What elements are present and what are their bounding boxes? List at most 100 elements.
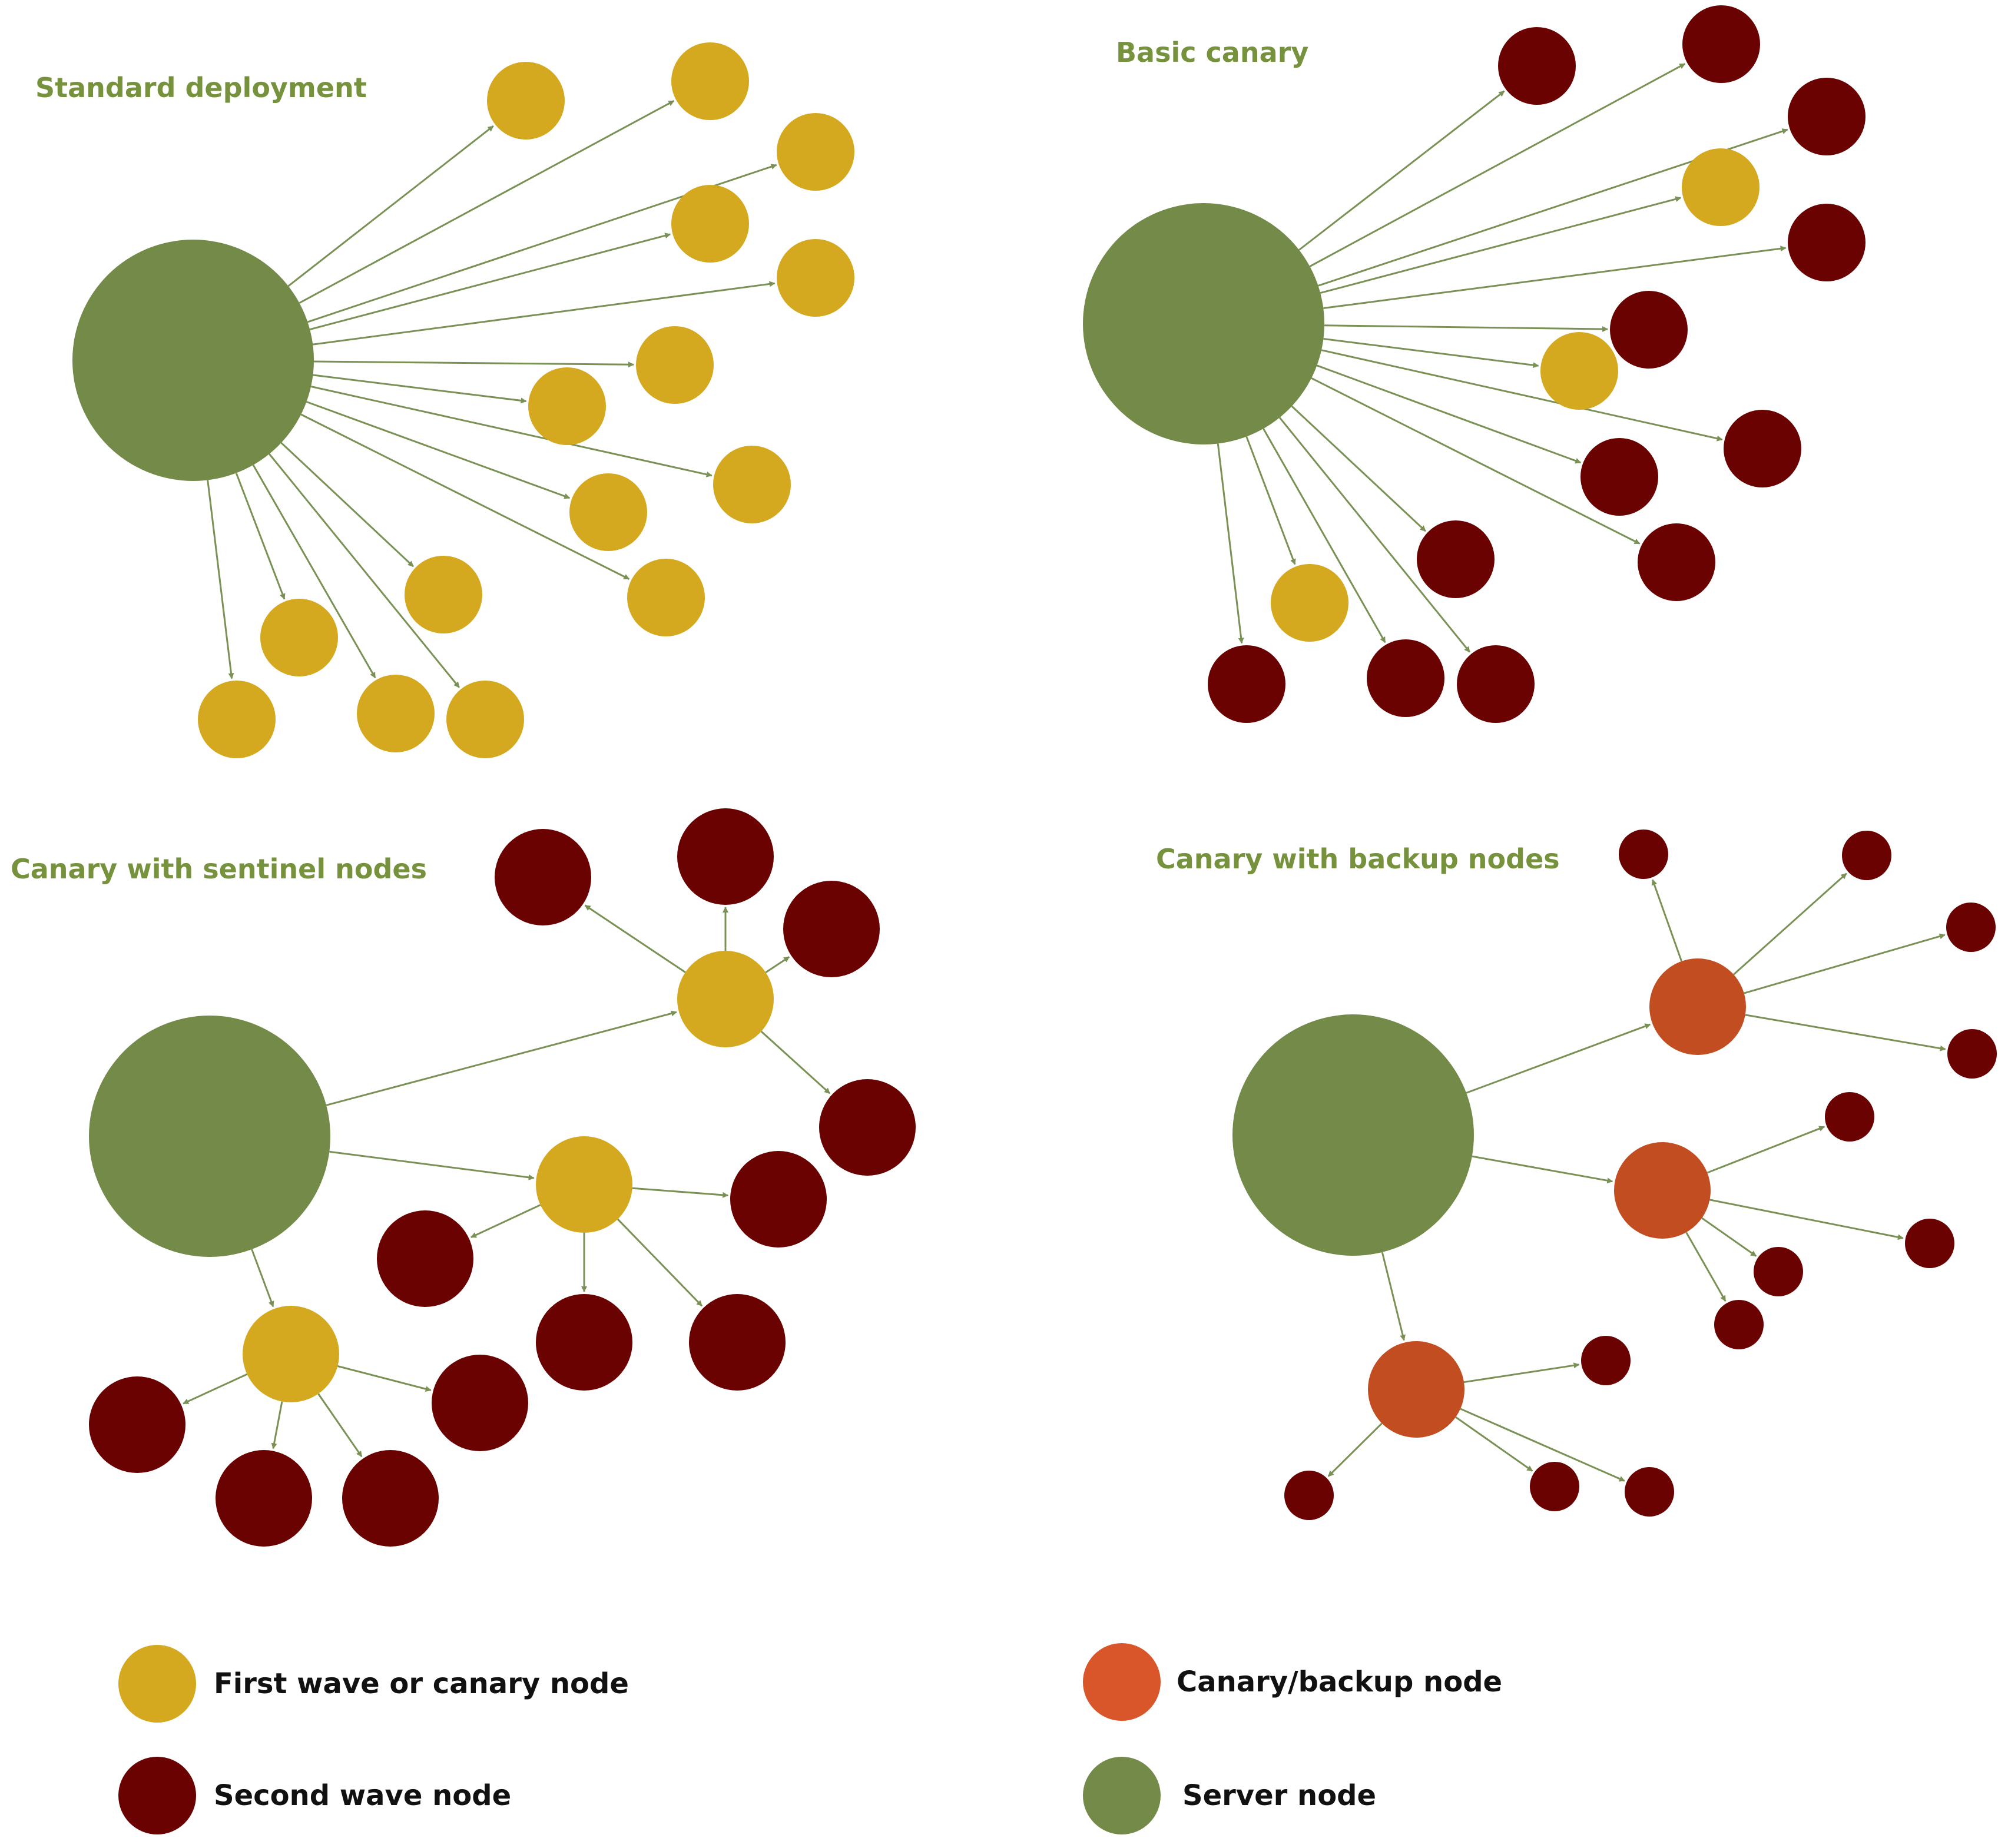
node-basic-s-server [1083,203,1324,444]
edge-sentinel-c1-d4 [760,1030,831,1094]
edge-basic-s-b2 [1309,62,1686,267]
edge-backup-k3-e12 [1460,1408,1625,1482]
edge-standard-s-a13 [207,480,234,679]
node-backup-s-server [1232,1014,1474,1256]
edge-basic-s-b14 [1263,428,1386,643]
node-basic-b11-second-wave [1417,520,1495,598]
node-backup-e9-second-wave [1581,1336,1631,1385]
node-basic-b5-second-wave [1788,204,1865,281]
edge-backup-k2-e5 [1707,1126,1825,1174]
node-sentinel-s-server [89,1016,330,1257]
edge-sentinel-s-c1 [326,1010,677,1106]
node-basic-b1-second-wave [1498,27,1576,105]
edge-sentinel-c3-d10 [337,1365,432,1392]
node-standard-a5-first-wave [777,239,854,317]
node-backup-e7-second-wave [1754,1247,1803,1296]
edge-standard-s-a1 [287,125,494,287]
node-standard-a2-first-wave [671,42,749,120]
edge-basic-s-b12 [1245,436,1296,565]
node-basic-b13-second-wave [1208,645,1285,723]
node-standard-a1-first-wave [487,62,565,140]
edge-standard-s-a11 [280,442,414,568]
edge-backup-k1-e4 [1745,1014,1946,1051]
edge-standard-s-a6 [313,360,634,368]
node-backup-e5-second-wave [1825,1092,1874,1142]
node-basic-b9-second-wave [1580,438,1658,516]
node-standard-a4-first-wave [671,185,749,263]
edge-basic-s-b10 [1311,377,1641,545]
edge-basic-s-b8 [1321,349,1723,442]
edge-standard-s-a5 [313,281,776,346]
edge-standard-s-a15 [269,453,460,688]
edge-sentinel-c3-d11 [271,1401,283,1449]
node-basic-b8-second-wave [1724,410,1801,487]
edge-sentinel-c1-d1 [584,904,686,973]
node-sentinel-c1-first-wave [677,951,774,1047]
legend: First wave or canary node Second wave no… [118,1643,1502,1834]
node-sentinel-d9-second-wave [89,1376,185,1473]
edge-basic-s-b1 [1298,90,1505,251]
edge-basic-s-b5 [1323,245,1787,309]
edge-backup-k2-e8 [1685,1232,1727,1302]
node-standard-a15-first-wave [446,681,524,758]
edge-standard-s-a7 [313,374,527,404]
legend-swatch-second-wave [118,1757,196,1834]
edge-sentinel-c3-d9 [183,1373,248,1405]
edge-basic-s-b9 [1316,364,1582,464]
node-backup-e3-second-wave [1946,903,1996,952]
node-standard-a9-first-wave [569,473,647,551]
node-backup-k2-canary-backup [1614,1142,1711,1239]
edge-backup-k1-e1 [1651,879,1683,962]
node-backup-e8-second-wave [1714,1300,1764,1349]
node-standard-a11-first-wave [405,556,482,633]
edge-basic-s-b4 [1320,196,1682,294]
node-backup-e11-second-wave [1530,1462,1579,1511]
edge-backup-s-k1 [1466,1023,1651,1094]
legend-swatch-first-wave [118,1645,196,1723]
edge-backup-s-k2 [1472,1155,1613,1184]
edge-backup-k2-e7 [1701,1217,1757,1257]
node-basic-b7-first-wave [1540,332,1618,410]
node-basic-b6-second-wave [1610,291,1688,369]
edge-backup-k3-e10 [1327,1422,1383,1477]
panel-title-sentinel: Canary with sentinel nodes [11,853,427,885]
nodes [72,5,1997,1547]
edge-basic-s-b15 [1278,417,1471,653]
edge-standard-s-a4 [309,233,671,331]
node-standard-a7-first-wave [528,367,606,445]
edge-sentinel-c2-d5 [632,1187,729,1198]
edge-basic-s-b6 [1324,324,1608,332]
edge-basic-s-b7 [1323,338,1539,369]
panel-title-standard: Standard deployment [35,72,367,104]
node-backup-k3-canary-backup [1368,1341,1464,1438]
edge-sentinel-c3-d12 [317,1393,363,1458]
edge-standard-s-a12 [235,472,286,600]
node-basic-b12-first-wave [1271,564,1348,642]
node-backup-e12-second-wave [1625,1467,1674,1517]
node-backup-e2-second-wave [1842,831,1891,880]
node-basic-b2-second-wave [1682,5,1760,83]
edge-basic-s-b13 [1217,443,1244,644]
node-sentinel-d10-second-wave [432,1355,528,1451]
node-sentinel-d4-second-wave [819,1079,916,1176]
node-sentinel-d2-second-wave [677,808,774,905]
node-basic-b10-second-wave [1638,523,1715,601]
edge-sentinel-c1-d3 [765,956,790,974]
node-sentinel-d1-second-wave [495,829,591,925]
node-basic-b4-first-wave [1682,148,1760,226]
node-sentinel-d11-second-wave [216,1450,312,1547]
node-standard-a13-first-wave [198,681,276,758]
node-standard-a10-first-wave [627,559,705,636]
edges [183,62,1946,1482]
node-backup-e6-second-wave [1905,1219,1954,1268]
node-sentinel-d3-second-wave [783,881,880,977]
legend-label-server: Server node [1182,1779,1376,1812]
edge-backup-s-k3 [1381,1252,1406,1341]
node-backup-e1-second-wave [1619,830,1668,879]
node-standard-s-server [72,240,314,481]
edge-standard-s-a10 [300,413,630,580]
node-basic-b3-second-wave [1788,78,1865,155]
node-standard-a3-first-wave [777,113,854,191]
node-standard-a8-first-wave [713,446,791,523]
node-sentinel-d7-second-wave [536,1294,632,1391]
